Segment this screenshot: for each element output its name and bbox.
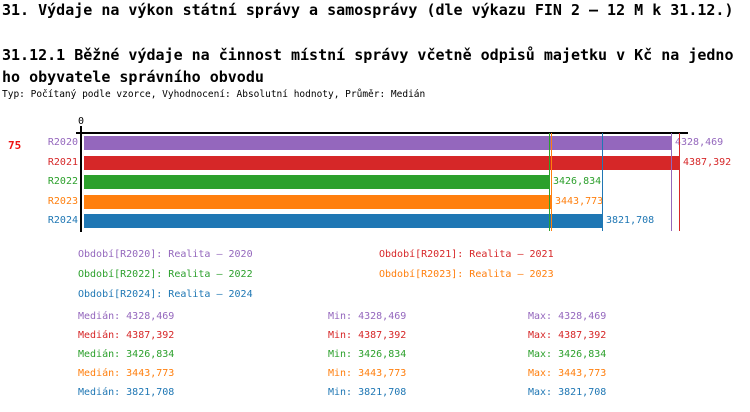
stats-median-value: Medián: 3821,708 [78,387,175,398]
report-meta-line: Typ: Počítaný podle vzorce, Vyhodnocení:… [2,89,426,100]
bar-value-label: 3821,708 [606,215,655,226]
bar-value-label: 4328,469 [675,137,724,148]
median-line [549,133,550,231]
bar-row-label: R2021 [47,157,78,168]
median-line [671,133,672,231]
bar-value-label: 4387,392 [683,157,732,168]
bar [84,156,680,170]
legend-item: Období[R2021]: Realita – 2021 [379,249,554,260]
stats-median-value: Medián: 4387,392 [78,330,175,341]
page-number: 75 [8,139,22,152]
report-subtitle: 31.12.1 Běžné výdaje na činnost místní s… [2,44,734,88]
stats-min-value: Min: 4387,392 [328,330,407,341]
stats-min-value: Min: 3821,708 [328,387,407,398]
x-axis-origin-label: 0 [77,116,85,127]
stats-max-value: Max: 4387,392 [528,330,607,341]
x-axis-line [76,132,688,134]
bar-value-label: 3426,834 [553,176,602,187]
stats-median-value: Medián: 3426,834 [78,349,175,360]
stats-max-value: Max: 3443,773 [528,368,607,379]
report-subtitle-line2: ho obyvatele správního obvodu [2,68,264,86]
bar [84,214,603,228]
report-title: 31. Výdaje na výkon státní správy a samo… [2,1,734,19]
bar [84,195,552,209]
bar-row-label: R2022 [47,176,78,187]
stats-min-value: Min: 3443,773 [328,368,407,379]
legend-item: Období[R2022]: Realita – 2022 [78,269,253,280]
stats-min-value: Min: 3426,834 [328,349,407,360]
stats-median-value: Medián: 3443,773 [78,368,175,379]
legend-item: Období[R2023]: Realita – 2023 [379,269,554,280]
report-subtitle-line1: 31.12.1 Běžné výdaje na činnost místní s… [2,46,734,64]
stats-median-value: Medián: 4328,469 [78,311,175,322]
median-line [551,133,552,231]
stats-min-value: Min: 4328,469 [328,311,407,322]
bar [84,175,550,189]
stats-max-value: Max: 4328,469 [528,311,607,322]
bar [84,136,672,150]
bar-row-label: R2024 [47,215,78,226]
legend-item: Období[R2024]: Realita – 2024 [78,289,253,300]
bar-row-label: R2023 [47,196,78,207]
stats-max-value: Max: 3426,834 [528,349,607,360]
median-line [679,133,680,231]
median-line [602,133,603,231]
y-axis-line [80,126,82,232]
bar-row-label: R2020 [47,137,78,148]
stats-max-value: Max: 3821,708 [528,387,607,398]
bar-value-label: 3443,773 [555,196,604,207]
legend-item: Období[R2020]: Realita – 2020 [78,249,253,260]
